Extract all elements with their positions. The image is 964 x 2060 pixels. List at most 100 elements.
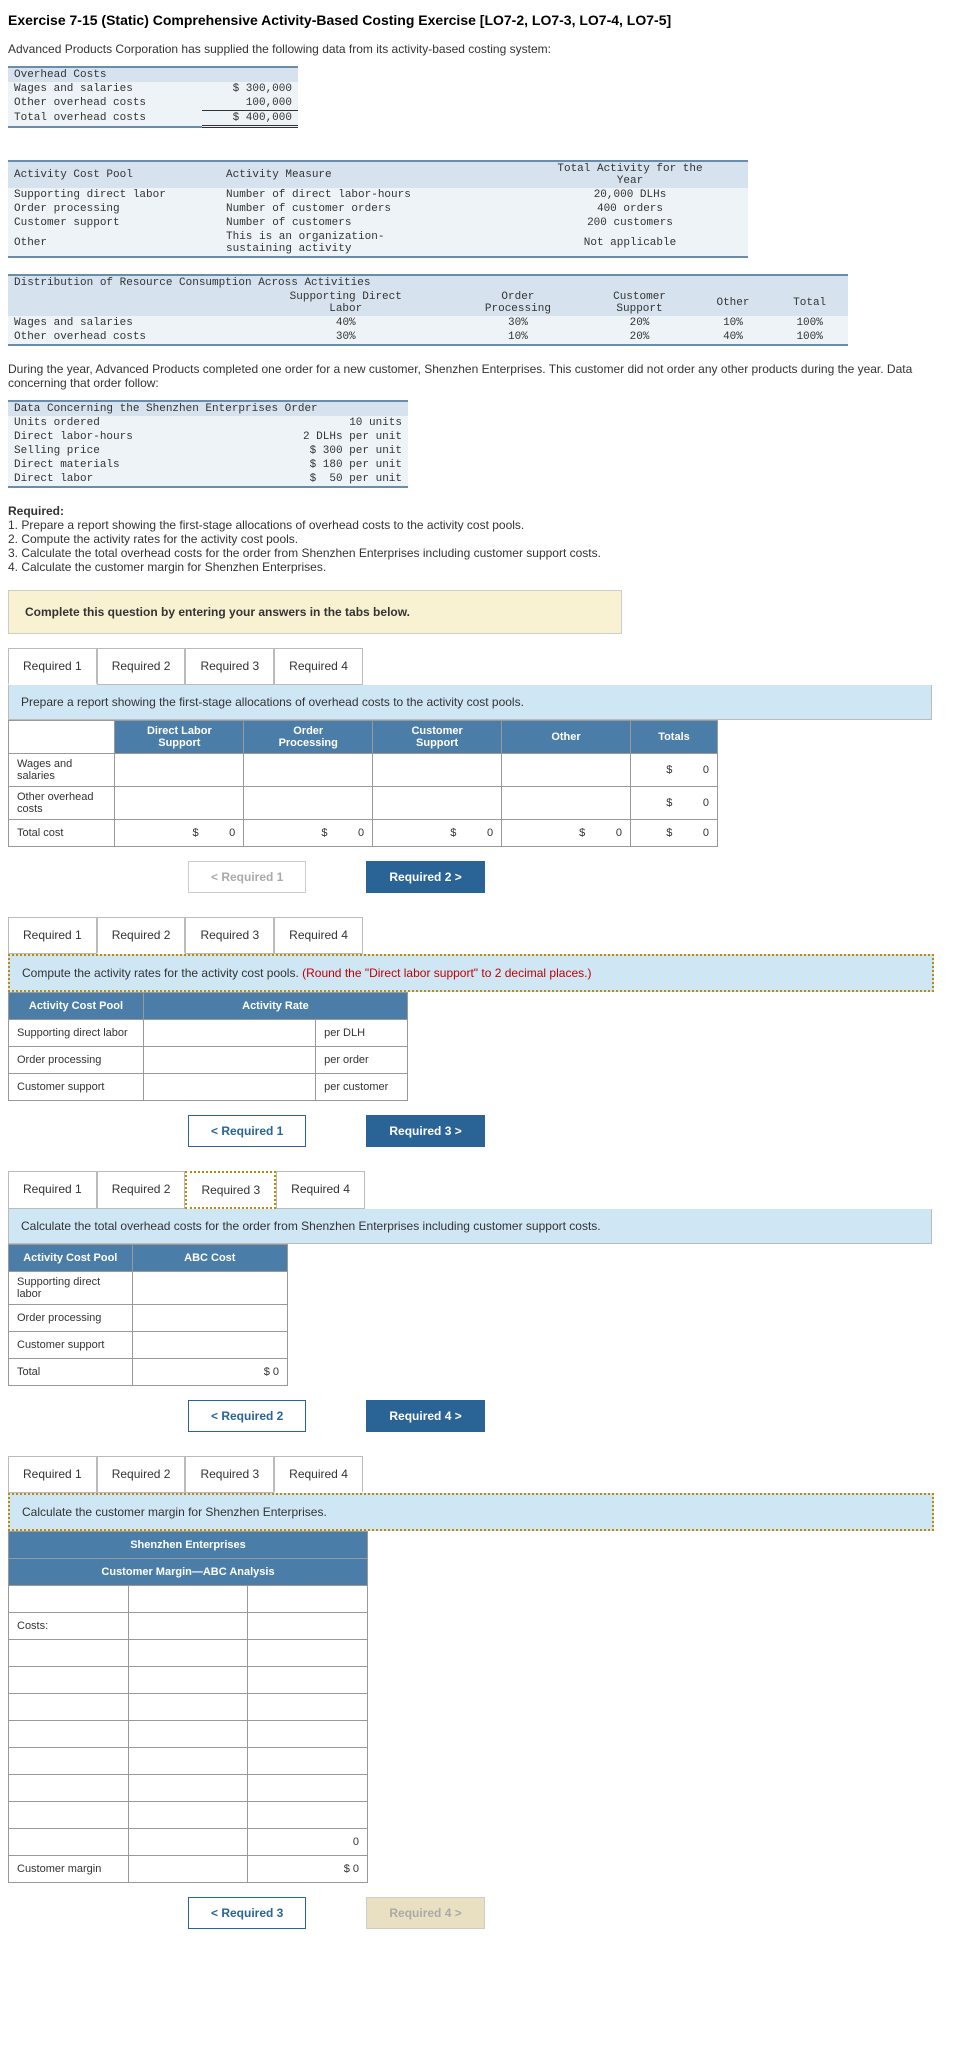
row-label: Other overhead costs xyxy=(9,787,115,820)
answer-input[interactable] xyxy=(128,1586,248,1613)
dist-title: Distribution of Resource Consumption Acr… xyxy=(8,275,848,290)
tab-required-3[interactable]: Required 3 xyxy=(185,917,274,954)
row-value: $ 300,000 xyxy=(202,82,298,96)
row-label: Customer support xyxy=(9,1332,133,1359)
tab-required-1[interactable]: Required 1 xyxy=(8,648,97,685)
answer-input[interactable] xyxy=(115,787,244,820)
answer-input[interactable] xyxy=(132,1332,287,1359)
instr-warn: (Round the "Direct labor support" to 2 d… xyxy=(302,966,591,980)
tab-required-4[interactable]: Required 4 xyxy=(274,917,363,954)
overhead-header: Overhead Costs xyxy=(8,67,298,82)
answer-input[interactable] xyxy=(9,1586,129,1613)
row-label: Order processing xyxy=(9,1047,144,1074)
row-label: Customer support xyxy=(9,1074,144,1101)
answer-input[interactable] xyxy=(143,1020,315,1047)
total-cell: $ 0 xyxy=(132,1359,287,1386)
prev-button[interactable]: < Required 1 xyxy=(188,1115,306,1147)
tab-required-2[interactable]: Required 2 xyxy=(97,1456,186,1493)
answer-input[interactable] xyxy=(128,1667,248,1694)
tab-required-3[interactable]: Required 3 xyxy=(185,648,274,685)
answer-input[interactable] xyxy=(244,754,373,787)
tab-required-2[interactable]: Required 2 xyxy=(97,1171,186,1209)
tabs-r3: Required 1 Required 2 Required 3 Require… xyxy=(8,1171,956,1209)
answer-input[interactable] xyxy=(9,1829,129,1856)
required-label: Required: xyxy=(8,504,64,518)
cell: 30% xyxy=(452,316,585,330)
cell: $ 180 per unit xyxy=(220,458,408,472)
answer-input[interactable] xyxy=(9,1775,129,1802)
tab-required-2[interactable]: Required 2 xyxy=(97,917,186,954)
next-button[interactable]: Required 3 > xyxy=(366,1115,484,1147)
r3-answer-table: Activity Cost Pool ABC Cost Supporting d… xyxy=(8,1244,288,1386)
row-label: Supporting direct labor xyxy=(9,1272,133,1305)
cell: 20% xyxy=(584,316,694,330)
tab-required-1[interactable]: Required 1 xyxy=(8,1171,97,1209)
cell: 30% xyxy=(240,330,452,345)
col-header: Total xyxy=(771,290,848,316)
answer-input[interactable] xyxy=(373,787,502,820)
overhead-costs-table: Overhead Costs Wages and salaries$ 300,0… xyxy=(8,66,298,128)
answer-input[interactable] xyxy=(9,1694,129,1721)
row-label: Wages and salaries xyxy=(9,754,115,787)
col-header: Other xyxy=(502,721,631,754)
tab-required-3[interactable]: Required 3 xyxy=(185,1171,276,1209)
tab-required-4[interactable]: Required 4 xyxy=(274,648,363,685)
r2-instruction: Compute the activity rates for the activ… xyxy=(8,954,934,992)
answer-input[interactable] xyxy=(128,1640,248,1667)
total-cell: $ 0 xyxy=(244,820,373,847)
total-label: Total overhead costs xyxy=(8,111,202,127)
cell: Not applicable xyxy=(512,230,748,257)
answer-input[interactable] xyxy=(373,754,502,787)
tab-required-3[interactable]: Required 3 xyxy=(185,1456,274,1493)
answer-input[interactable] xyxy=(9,1802,129,1829)
tab-required-2[interactable]: Required 2 xyxy=(97,648,186,685)
prev-button[interactable]: < Required 3 xyxy=(188,1897,306,1929)
tab-required-4[interactable]: Required 4 xyxy=(274,1456,363,1493)
answer-input[interactable] xyxy=(132,1305,287,1332)
answer-input[interactable] xyxy=(143,1047,315,1074)
row-label: Direct labor-hours xyxy=(8,430,220,444)
col-header: Total Activity for the Year xyxy=(512,161,748,188)
para2: During the year, Advanced Products compl… xyxy=(8,362,956,390)
answer-input[interactable] xyxy=(128,1694,248,1721)
tab-required-4[interactable]: Required 4 xyxy=(276,1171,365,1209)
answer-input[interactable] xyxy=(502,754,631,787)
row-label: Wages and salaries xyxy=(8,316,240,330)
row-label: Supporting direct labor xyxy=(9,1020,144,1047)
answer-input[interactable] xyxy=(128,1721,248,1748)
total-cell: $ 0 xyxy=(630,754,717,787)
cell: $ 300 per unit xyxy=(220,444,408,458)
cell: 40% xyxy=(695,330,772,345)
row-label: Order processing xyxy=(9,1305,133,1332)
answer-input[interactable] xyxy=(128,1802,248,1829)
answer-input[interactable] xyxy=(143,1074,315,1101)
next-button: Required 4 > xyxy=(366,1897,484,1929)
prev-button[interactable]: < Required 2 xyxy=(188,1400,306,1432)
cell: 40% xyxy=(240,316,452,330)
row-label: Total cost xyxy=(9,820,115,847)
tab-required-1[interactable]: Required 1 xyxy=(8,917,97,954)
row-value: 100,000 xyxy=(202,96,298,111)
distribution-table: Distribution of Resource Consumption Acr… xyxy=(8,274,848,346)
next-button[interactable]: Required 2 > xyxy=(366,861,484,893)
answer-input[interactable] xyxy=(132,1272,287,1305)
cell: 100% xyxy=(771,316,848,330)
answer-input[interactable] xyxy=(9,1748,129,1775)
col-header: Other xyxy=(695,290,772,316)
tab-required-1[interactable]: Required 1 xyxy=(8,1456,97,1493)
answer-input[interactable] xyxy=(248,1586,368,1613)
answer-input[interactable] xyxy=(128,1748,248,1775)
next-button[interactable]: Required 4 > xyxy=(366,1400,484,1432)
cell: 20% xyxy=(584,330,694,345)
answer-input[interactable] xyxy=(244,787,373,820)
col-header: Totals xyxy=(630,721,717,754)
r4-instruction: Calculate the customer margin for Shenzh… xyxy=(8,1493,934,1531)
answer-input[interactable] xyxy=(9,1667,129,1694)
answer-input[interactable] xyxy=(128,1775,248,1802)
row-label: Other overhead costs xyxy=(8,330,240,345)
answer-input[interactable] xyxy=(115,754,244,787)
answer-input[interactable] xyxy=(9,1640,129,1667)
cell: Number of direct labor-hours xyxy=(220,188,512,202)
answer-input[interactable] xyxy=(9,1721,129,1748)
answer-input[interactable] xyxy=(502,787,631,820)
